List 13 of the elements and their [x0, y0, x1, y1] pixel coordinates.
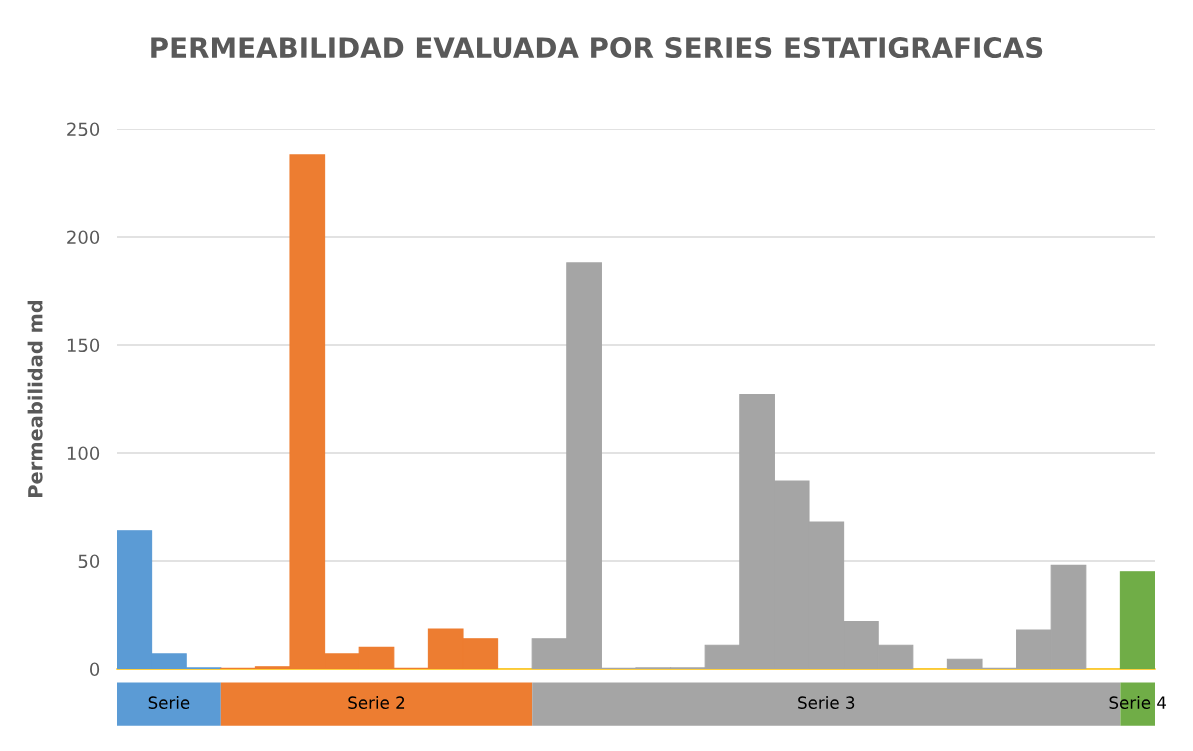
bar	[1119, 571, 1155, 669]
y-tick-label: 50	[78, 554, 100, 569]
chart-title: PERMEABILIDAD EVALUADA POR SERIES ESTATIGRAFICAS	[151, 37, 1043, 59]
y-tick-label: 250	[67, 122, 100, 137]
y-tick-label: 0	[90, 662, 100, 677]
y-axis-title: Permeabilidad md	[27, 300, 43, 497]
series-label: Serie 3	[798, 696, 855, 709]
series-label: Serie 4	[1109, 696, 1166, 709]
series-label: Serie	[148, 696, 190, 709]
y-tick-label: 150	[67, 338, 100, 353]
series-label: Serie 2	[348, 696, 405, 709]
y-tick-label: 100	[67, 446, 100, 461]
y-tick-label: 200	[67, 230, 100, 245]
